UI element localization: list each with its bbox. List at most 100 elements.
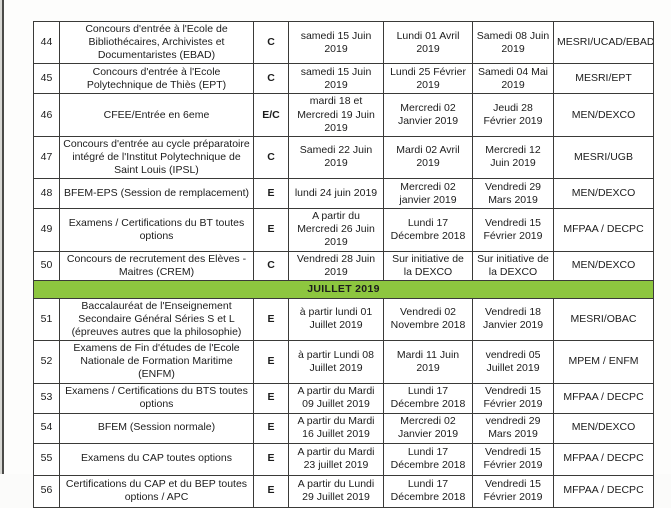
row-number: 50 [33,250,60,281]
exam-type: E/C [253,93,289,137]
exam-date: mardi 18 et Mercredi 19 Juin 2019 [288,93,384,137]
table-row: 47 Concours d'entrée au cycle préparatoi… [33,135,654,180]
table-row: 45 Concours d'entrée à l'Ecole Polytechn… [33,63,654,95]
exam-date: A partir du Mardi 09 Juillet 2019 [288,382,384,414]
exam-name: Examens de Fin d'études de l'Ecole Natio… [59,340,254,384]
table-row: 46 CFEE/Entrée en 6eme E/C mardi 18 et M… [33,93,654,137]
exam-name: Concours d'entrée à l'Ecole Polytechniqu… [59,63,254,95]
exam-type: E [253,412,289,444]
registration-open-date: Vendredi 02 Novembre 2018 [383,297,473,342]
exam-date: Vendredi 28 Juin 2019 [288,250,384,281]
organization: MESRI/UCAD/EBAD [553,20,654,65]
exam-type: E [253,474,289,508]
registration-close-date: Sur initiative de la DEXCO [472,250,554,281]
exam-name: Baccalauréat de l'Enseignement Secondair… [59,297,254,342]
table-row: 50 Concours de recrutement des Elèves - … [33,250,654,281]
row-number: 45 [33,63,60,95]
registration-open-date: Sur initiative de la DEXCO [383,250,473,281]
exam-name: Certifications du CAP et du BEP toutes o… [59,474,254,508]
exam-name: Examens / Certifications du BT toutes op… [59,208,254,252]
exam-name: Concours de recrutement des Elèves - Mai… [59,250,254,281]
registration-open-date: Mercredi 02 Janvier 2019 [383,93,473,137]
organization: MESRI/OBAC [553,297,654,342]
exam-date: A partir du Mardi 23 juillet 2019 [288,442,384,476]
row-number: 47 [33,135,60,180]
row-number: 44 [33,20,60,65]
row-number: 56 [33,474,60,508]
exam-date: A partir du Mercredi 26 Juin 2019 [288,208,384,252]
organization: MFPAA / DECPC [553,442,654,476]
organization: MEN/DEXCO [553,178,654,210]
row-number: 53 [33,382,60,414]
exam-type: E [253,442,289,476]
registration-open-date: Lundi 17 Décembre 2018 [383,474,473,508]
table-row: 56 Certifications du CAP et du BEP toute… [33,474,654,508]
organization: MESRI/EPT [553,63,654,95]
table-row: 51 Baccalauréat de l'Enseignement Second… [33,297,654,342]
registration-open-date: Lundi 17 Décembre 2018 [383,442,473,476]
table-row: 54 BFEM (Session normale) E A partir du … [33,412,654,444]
organization: MESRI/UGB [553,135,654,180]
organization: MEN/DEXCO [553,93,654,137]
exam-date: samedi 15 Juin 2019 [288,63,384,95]
exam-date: A partir du Lundi 29 Juillet 2019 [288,474,384,508]
row-number: 54 [33,412,60,444]
organization: MPEM / ENFM [553,340,654,384]
table-row: 52 Examens de Fin d'études de l'Ecole Na… [33,340,654,384]
registration-close-date: Samedi 04 Mai 2019 [472,63,554,95]
exam-type: E [253,178,289,210]
row-number: 52 [33,340,60,384]
organization: MFPAA / DECPC [553,474,654,508]
registration-open-date: Lundi 17 Décembre 2018 [383,208,473,252]
exam-name: Concours d'entrée au cycle préparatoire … [59,135,254,180]
exam-type: C [253,20,289,65]
registration-close-date: Vendredi 15 Février 2019 [472,208,554,252]
registration-close-date: Samedi 08 Juin 2019 [472,20,554,65]
month-section-header: JUILLET 2019 [33,279,654,299]
table-row: 53 Examens / Certifications du BTS toute… [33,382,654,414]
exam-type: E [253,208,289,252]
exam-type: E [253,382,289,414]
exam-type: C [253,63,289,95]
registration-open-date: Mercredi 02 Janvier 2019 [383,412,473,444]
row-number: 55 [33,442,60,476]
row-number: 49 [33,208,60,252]
exam-date: Samedi 22 Juin 2019 [288,135,384,180]
exam-type: E [253,340,289,384]
exam-date: à partir Lundi 08 Juillet 2019 [288,340,384,384]
exam-type: E [253,297,289,342]
registration-open-date: Mardi 11 Juin 2019 [383,340,473,384]
registration-close-date: vendredi 05 Juillet 2019 [472,340,554,384]
exam-name: BFEM (Session normale) [59,412,254,444]
table-row: 44 Concours d'entrée à l'Ecole de Biblio… [33,20,654,65]
page-edge-line [2,0,4,474]
exam-date: à partir lundi 01 Juillet 2019 [288,297,384,342]
registration-close-date: Jeudi 28 Février 2019 [472,93,554,137]
month-band-row: JUILLET 2019 [33,279,654,299]
exam-type: C [253,135,289,180]
registration-open-date: Lundi 01 Avril 2019 [383,20,473,65]
exam-date: lundi 24 juin 2019 [288,178,384,210]
registration-close-date: vendredi 29 Mars 2019 [472,412,554,444]
row-number: 51 [33,297,60,342]
registration-close-date: Vendredi 18 Janvier 2019 [472,297,554,342]
registration-open-date: Mardi 02 Avril 2019 [383,135,473,180]
row-number: 46 [33,93,60,137]
registration-open-date: Lundi 25 Février 2019 [383,63,473,95]
registration-open-date: Mercredi 02 janvier 2019 [383,178,473,210]
registration-close-date: Vendredi 15 Février 2019 [472,474,554,508]
row-number: 48 [33,178,60,210]
registration-close-date: Vendredi 15 Février 2019 [472,382,554,414]
page-edge-shadow [0,0,2,474]
registration-close-date: Vendredi 15 Février 2019 [472,442,554,476]
table-row: 55 Examens du CAP toutes options E A par… [33,442,654,476]
exam-type: C [253,250,289,281]
exam-date: A partir du Mardi 16 Juillet 2019 [288,412,384,444]
organization: MEN/DEXCO [553,412,654,444]
organization: MFPAA / DECPC [553,382,654,414]
exam-name: BFEM-EPS (Session de remplacement) [59,178,254,210]
organization: MFPAA / DECPC [553,208,654,252]
exam-name: Examens / Certifications du BTS toutes o… [59,382,254,414]
registration-close-date: Vendredi 29 Mars 2019 [472,178,554,210]
exam-date: samedi 15 Juin 2019 [288,20,384,65]
